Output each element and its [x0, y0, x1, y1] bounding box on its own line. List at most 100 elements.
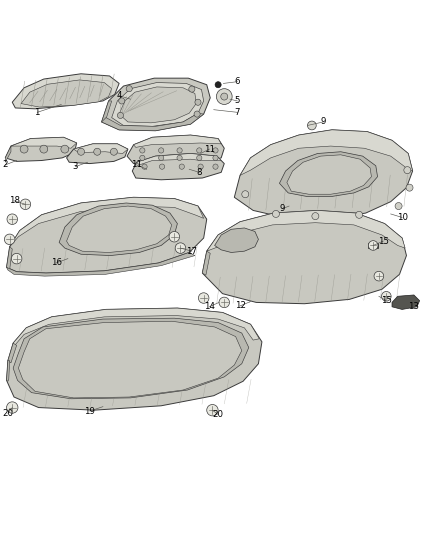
Text: 4: 4 — [117, 91, 122, 100]
Circle shape — [198, 293, 209, 303]
Circle shape — [189, 86, 195, 92]
Circle shape — [126, 86, 132, 92]
Text: 18: 18 — [8, 196, 20, 205]
Circle shape — [221, 93, 228, 100]
Circle shape — [159, 164, 165, 169]
Text: 13: 13 — [408, 302, 420, 311]
Circle shape — [78, 148, 85, 155]
Text: 2: 2 — [3, 160, 8, 169]
Polygon shape — [5, 146, 11, 162]
Circle shape — [4, 234, 15, 245]
Circle shape — [110, 148, 117, 155]
Text: 9: 9 — [280, 204, 285, 213]
Circle shape — [177, 148, 182, 153]
Circle shape — [406, 184, 413, 191]
Polygon shape — [202, 251, 210, 275]
Circle shape — [395, 203, 402, 209]
Polygon shape — [119, 87, 196, 123]
Circle shape — [198, 164, 203, 169]
Polygon shape — [7, 308, 262, 410]
Circle shape — [159, 148, 164, 153]
Text: 8: 8 — [197, 168, 202, 177]
Polygon shape — [102, 101, 112, 122]
Circle shape — [119, 98, 125, 104]
Circle shape — [7, 214, 18, 224]
Circle shape — [213, 164, 218, 169]
Text: 1: 1 — [35, 108, 40, 117]
Polygon shape — [7, 253, 195, 276]
Polygon shape — [287, 155, 371, 194]
Text: 11: 11 — [204, 144, 215, 154]
Circle shape — [213, 148, 218, 153]
Circle shape — [197, 148, 202, 153]
Polygon shape — [279, 152, 378, 197]
Polygon shape — [21, 80, 112, 107]
Bar — [368, 243, 378, 248]
Polygon shape — [10, 197, 204, 247]
Text: 15: 15 — [381, 296, 392, 305]
Circle shape — [219, 297, 230, 308]
Text: 11: 11 — [131, 160, 142, 169]
Polygon shape — [67, 144, 128, 164]
Text: 7: 7 — [235, 108, 240, 117]
Circle shape — [356, 211, 363, 219]
Text: 19: 19 — [85, 407, 95, 416]
Circle shape — [179, 164, 184, 169]
Circle shape — [381, 292, 391, 301]
Circle shape — [117, 112, 124, 118]
Text: 17: 17 — [186, 247, 198, 256]
Polygon shape — [134, 135, 221, 147]
Text: 20: 20 — [212, 410, 224, 419]
Polygon shape — [137, 154, 221, 165]
Circle shape — [368, 241, 378, 251]
Circle shape — [159, 155, 164, 160]
Polygon shape — [132, 154, 224, 180]
Text: 20: 20 — [2, 409, 14, 418]
Text: 14: 14 — [204, 302, 215, 311]
Polygon shape — [12, 74, 119, 109]
Polygon shape — [240, 130, 413, 175]
Polygon shape — [11, 138, 77, 148]
Circle shape — [20, 145, 28, 153]
Text: 16: 16 — [50, 259, 62, 268]
Circle shape — [312, 213, 319, 220]
Text: 12: 12 — [234, 302, 246, 310]
Polygon shape — [392, 295, 420, 310]
Circle shape — [7, 402, 18, 413]
Circle shape — [169, 231, 180, 242]
Circle shape — [140, 155, 145, 160]
Circle shape — [94, 148, 101, 155]
Circle shape — [194, 111, 200, 117]
Circle shape — [216, 88, 232, 104]
Circle shape — [213, 155, 218, 160]
Polygon shape — [202, 211, 406, 304]
Polygon shape — [74, 144, 128, 154]
Circle shape — [20, 199, 31, 209]
Circle shape — [177, 155, 182, 160]
Polygon shape — [5, 138, 77, 161]
Circle shape — [197, 155, 202, 160]
Circle shape — [140, 148, 145, 153]
Polygon shape — [13, 308, 259, 346]
Text: 10: 10 — [396, 213, 408, 222]
Polygon shape — [7, 197, 207, 273]
Polygon shape — [102, 113, 204, 131]
Circle shape — [61, 145, 69, 153]
Circle shape — [242, 191, 249, 198]
Circle shape — [207, 405, 218, 416]
Text: 5: 5 — [235, 96, 240, 106]
Circle shape — [195, 99, 201, 106]
Polygon shape — [234, 130, 413, 219]
Circle shape — [40, 145, 48, 153]
Circle shape — [215, 82, 221, 88]
Polygon shape — [7, 361, 10, 381]
Text: 9: 9 — [321, 117, 326, 126]
Circle shape — [175, 243, 186, 253]
Polygon shape — [67, 206, 172, 253]
Polygon shape — [207, 211, 405, 251]
Polygon shape — [8, 343, 17, 363]
Circle shape — [142, 164, 147, 169]
Text: 3: 3 — [73, 162, 78, 171]
Polygon shape — [13, 318, 249, 399]
Polygon shape — [18, 321, 242, 398]
